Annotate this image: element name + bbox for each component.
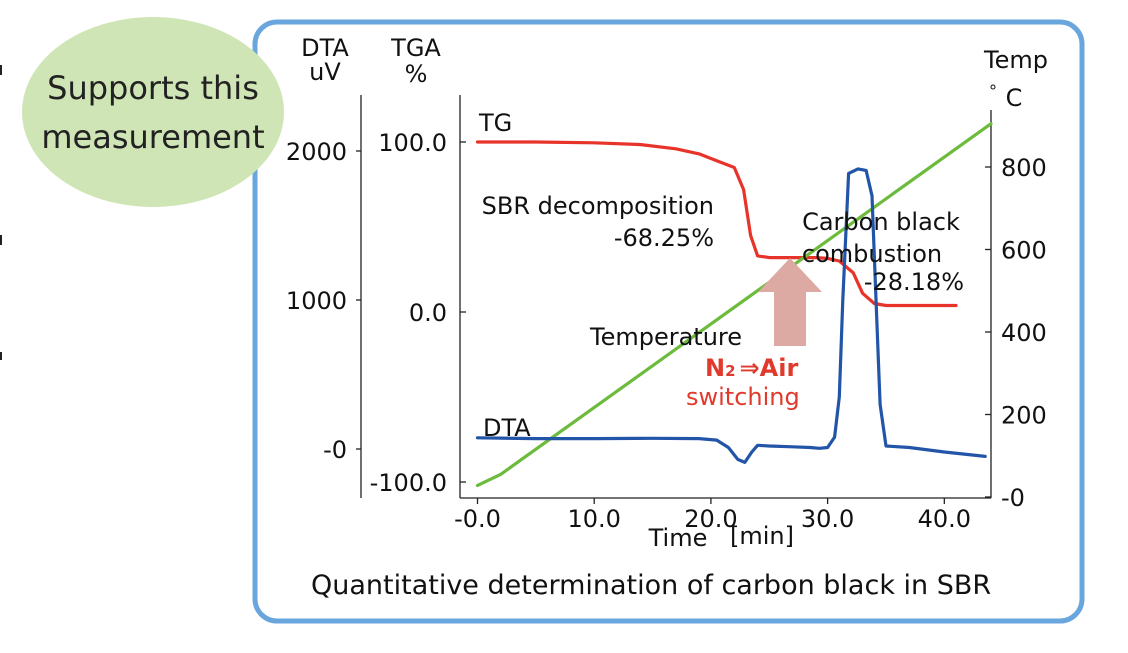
temp-axis-title: Temp [983,46,1048,74]
tg-curve-label: TG [478,109,512,137]
temp-tick-label: 200 [1001,402,1047,430]
cb-annotation-line-3: -28.18% [864,268,964,296]
x-tick-label: 10.0 [567,505,620,533]
temperature-curve [475,122,993,487]
badge-line-1: Supports this [47,69,259,107]
gas-switch-arrow-icon [758,258,822,346]
temperature-curve-label: Temperature [589,323,742,351]
badge-line-2: measurement [41,118,264,156]
temp-tick-label: -0 [1001,484,1025,512]
panel-frame [252,19,1085,624]
tg-curve [475,140,958,308]
tga-tick-label: -100.0 [370,469,447,497]
dta-tick-label: 2000 [286,138,347,166]
temp-tick-label: 800 [1001,154,1047,182]
edge-mark [0,65,2,75]
x-tick-label: 30.0 [801,505,854,533]
x-tick-label: 20.0 [684,505,737,533]
switch-n-text: N [705,354,725,382]
tga-tick-label: 0.0 [409,299,447,327]
cb-annotation-line-1: Carbon black [802,208,960,236]
badge: Supports this measurement [22,17,284,207]
switch-subscript-text: 2 [725,362,735,380]
axes [360,95,992,499]
dta-tick-label: 1000 [286,287,347,315]
figure-caption: Quantitative determination of carbon bla… [311,570,991,601]
switch-air-text: Air [760,354,799,382]
switch-annotation-line-2: switching [686,383,800,411]
x-axis-title: Time [648,524,708,552]
tga-tick-label: 100.0 [378,129,447,157]
dta-axis-unit: uV [309,58,341,86]
temp-axis-unit: C [1006,84,1023,112]
switch-arrow-text: ⇒ [740,354,760,382]
switch-annotation-line-1: N2 ⇒Air [705,354,798,382]
badge-ellipse [22,17,284,207]
edge-mark [0,235,2,245]
x-ticks: -0.0 10.0 20.0 30.0 40.0 [454,498,971,533]
temp-tick-label: 600 [1001,237,1047,265]
edge-mark [0,352,2,360]
tga-ticks: 100.0 0.0 -100.0 [370,129,466,497]
cb-annotation-line-2: combustion [802,240,942,268]
degree-sign-icon [990,84,996,90]
x-axis-unit: [min] [730,522,794,550]
dta-ticks: 2000 1000 -0 [286,138,361,464]
sbr-annotation-line-2: -68.25% [614,224,714,252]
tga-axis-title: TGA [390,34,441,62]
tga-axis-unit: % [405,60,428,88]
temp-ticks: 800 600 400 200 -0 [985,154,1047,512]
dta-axis-title: DTA [301,34,349,62]
dta-curve-label: DTA [483,414,531,442]
series-group [475,122,993,487]
x-tick-label: 40.0 [918,505,971,533]
temp-tick-label: 400 [1001,319,1047,347]
dta-curve [475,167,987,464]
sbr-annotation-line-1: SBR decomposition [482,192,714,220]
x-tick-label: -0.0 [454,505,501,533]
dta-tick-label: -0 [323,436,347,464]
